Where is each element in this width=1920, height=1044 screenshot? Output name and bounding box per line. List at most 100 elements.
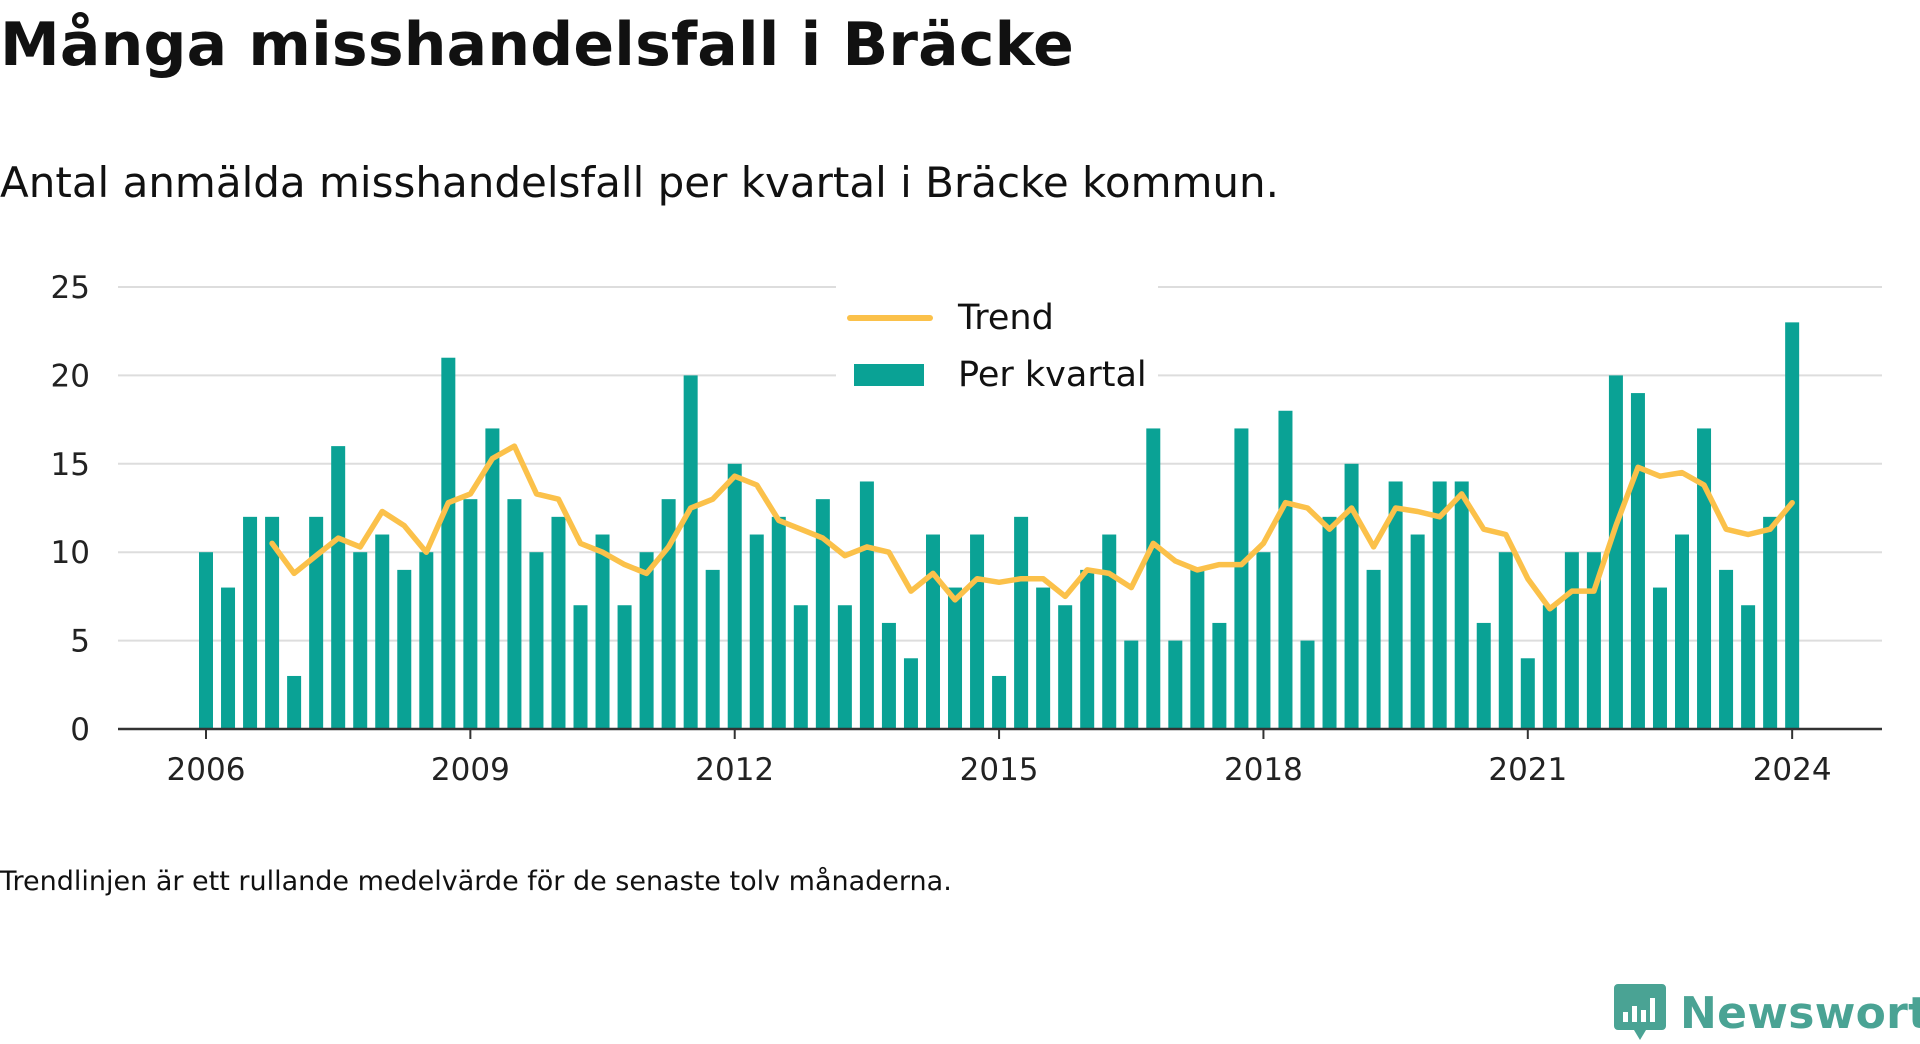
bar [309,516,324,729]
bar [463,499,478,729]
bar [1564,552,1579,729]
bar [485,428,500,729]
y-tick-label: 20 [51,358,90,394]
x-tick-label: 2009 [431,752,510,788]
bar [1344,463,1359,729]
bar [573,605,588,729]
bar [1454,481,1469,729]
bar [1520,658,1535,729]
bar [1036,587,1051,729]
bar [859,481,874,729]
bar [1278,410,1293,729]
legend: Trend Per kvartal [836,285,1158,403]
bar [1388,481,1403,729]
bar [1058,605,1073,729]
bar [617,605,632,729]
bar [1190,569,1205,729]
y-tick-label: 25 [51,270,90,306]
bar [397,569,412,729]
bar [1080,569,1095,729]
bar [507,499,522,729]
axes: 0 5 10 15 20 25 2006 2009 2012 2015 2018 2021 2024 [51,270,1882,788]
legend-bar-label: Per kvartal [958,355,1147,395]
bar [1542,605,1557,729]
bar-series [199,322,1800,729]
bar [661,499,676,729]
x-tick-label: 2021 [1488,752,1567,788]
bar [287,675,302,729]
bar [793,605,808,729]
newsworthy-logo-icon [1614,984,1666,1040]
bar [1498,552,1513,729]
bar [1697,428,1712,729]
bar [1124,640,1139,729]
y-tick-label: 15 [51,447,90,483]
bar-line-chart: 0 5 10 15 20 25 2006 2009 2012 2015 2018 2021 2024 T… [51,270,1882,788]
x-tick-label: 2018 [1224,752,1303,788]
trend-line [269,443,1795,612]
bar [683,375,698,729]
x-tick-label: 2024 [1753,752,1832,788]
bar [815,499,830,729]
bar [1256,552,1271,729]
bar [221,587,236,729]
bar [1322,516,1337,729]
x-tick-label: 2006 [167,752,246,788]
chart-subtitle: Antal anmälda misshandelsfall per kvarta… [0,158,1279,207]
bar [441,357,456,729]
bar [1586,552,1601,729]
bar [1719,569,1734,729]
bar [199,552,213,729]
bar [1652,587,1667,729]
legend-trend-label: Trend [957,298,1054,338]
bar [1741,605,1756,729]
legend-bar-swatch [854,364,924,386]
bar [353,552,368,729]
bar [1212,622,1227,729]
bar [749,534,764,729]
bar [1168,640,1183,729]
brand-logo: Newsworthy [1614,982,1920,1044]
bar [970,534,985,729]
bar [551,516,566,729]
bar [1234,428,1249,729]
chart-note: Trendlinjen är ett rullande medelvärde f… [0,866,952,897]
bar [1608,375,1623,729]
y-tick-label: 10 [51,535,90,571]
bar [1014,516,1029,729]
bar [1102,534,1117,729]
chart-title: Många misshandelsfall i Bräcke [0,10,1075,80]
bar [595,534,610,729]
bar [1785,322,1800,729]
bar [639,552,654,729]
bar [1630,393,1645,729]
bar [925,534,940,729]
bar [1410,534,1425,729]
bar [265,516,280,729]
bar [727,463,742,729]
bar [1300,640,1315,729]
bar [903,658,918,729]
bar [375,534,390,729]
y-tick-label: 0 [70,712,90,748]
x-tick-label: 2012 [695,752,774,788]
bar [529,552,544,729]
bar [419,552,434,729]
bar [705,569,720,729]
bar [771,516,786,729]
bar [881,622,896,729]
bar [992,675,1007,729]
y-tick-label: 5 [70,624,90,660]
bar [1476,622,1491,729]
bar [948,587,963,729]
bar [1763,516,1778,729]
x-tick-label: 2015 [960,752,1039,788]
bar [1146,428,1161,729]
bar [243,516,258,729]
bar [1432,481,1447,729]
trend-series [269,443,1795,612]
brand-name: Newsworthy [1680,987,1920,1039]
bar [1675,534,1690,729]
bar [1366,569,1381,729]
bar [331,446,346,729]
